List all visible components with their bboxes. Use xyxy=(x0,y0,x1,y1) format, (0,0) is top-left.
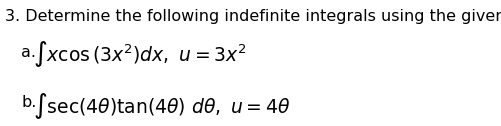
Text: b.: b. xyxy=(21,95,37,110)
Text: a.: a. xyxy=(21,45,36,60)
Text: 3. Determine the following indefinite integrals using the given substitution.: 3. Determine the following indefinite in… xyxy=(5,9,501,24)
Text: $\int \sec(4\theta)\tan(4\theta)\ d\theta,\ u = 4\theta$: $\int \sec(4\theta)\tan(4\theta)\ d\thet… xyxy=(33,91,291,121)
Text: $\int x\cos\left(3x^2\right)dx,\ u = 3x^2$: $\int x\cos\left(3x^2\right)dx,\ u = 3x^… xyxy=(33,39,246,69)
